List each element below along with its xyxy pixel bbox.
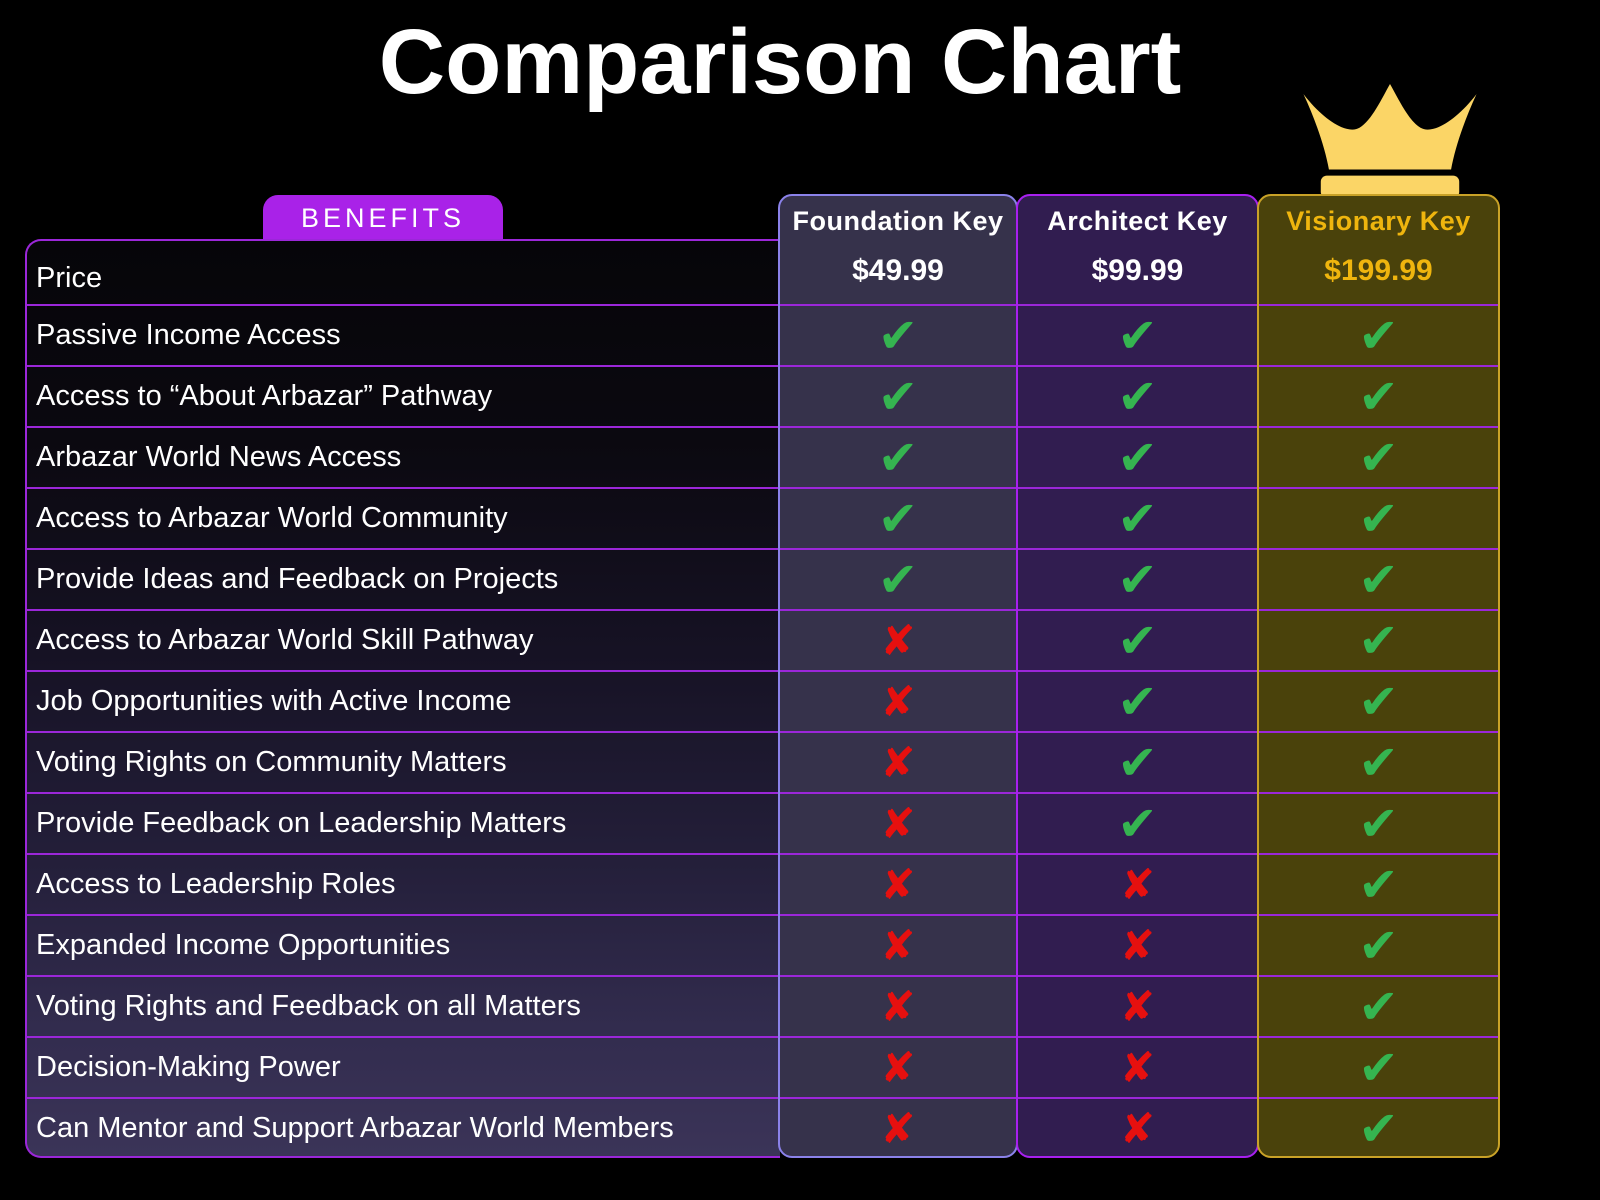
visionary-key-name: Visionary Key bbox=[1286, 206, 1471, 236]
visionary-mark-row13 bbox=[1259, 1036, 1498, 1097]
visionary-key-column: Visionary Key $199.99 bbox=[1257, 194, 1500, 1158]
benefit-label-leadership-roles: Access to Leadership Roles bbox=[27, 853, 780, 914]
foundation-mark-row1 bbox=[780, 304, 1016, 365]
architect-key-name: Architect Key bbox=[1047, 206, 1228, 236]
visionary-mark-row11 bbox=[1259, 914, 1498, 975]
visionary-mark-row4 bbox=[1259, 487, 1498, 548]
architect-mark-row9 bbox=[1018, 792, 1257, 853]
foundation-mark-row14 bbox=[780, 1097, 1016, 1156]
architect-key-column: Architect Key $99.99 bbox=[1016, 194, 1259, 1158]
benefit-label-voting-all-matters: Voting Rights and Feedback on all Matter… bbox=[27, 975, 780, 1036]
visionary-mark-row1 bbox=[1259, 304, 1498, 365]
architect-mark-row11 bbox=[1018, 914, 1257, 975]
architect-mark-row3 bbox=[1018, 426, 1257, 487]
visionary-mark-row5 bbox=[1259, 548, 1498, 609]
visionary-mark-row7 bbox=[1259, 670, 1498, 731]
benefit-label-passive-income: Passive Income Access bbox=[27, 304, 780, 365]
visionary-mark-row8 bbox=[1259, 731, 1498, 792]
architect-mark-row12 bbox=[1018, 975, 1257, 1036]
foundation-mark-row8 bbox=[780, 731, 1016, 792]
page-title: Comparison Chart bbox=[378, 11, 1182, 113]
benefits-column: Price Passive Income Access Access to “A… bbox=[25, 239, 780, 1158]
visionary-mark-row2 bbox=[1259, 365, 1498, 426]
foundation-mark-row5 bbox=[780, 548, 1016, 609]
benefits-tab: BENEFITS bbox=[263, 195, 503, 241]
benefit-label-feedback-leadership-matters: Provide Feedback on Leadership Matters bbox=[27, 792, 780, 853]
benefit-label-skill-pathway: Access to Arbazar World Skill Pathway bbox=[27, 609, 780, 670]
foundation-mark-row11 bbox=[780, 914, 1016, 975]
foundation-mark-row9 bbox=[780, 792, 1016, 853]
foundation-key-header: Foundation Key $49.99 bbox=[780, 196, 1016, 304]
foundation-mark-row12 bbox=[780, 975, 1016, 1036]
visionary-mark-row6 bbox=[1259, 609, 1498, 670]
architect-mark-row14 bbox=[1018, 1097, 1257, 1156]
benefit-label-world-news-access: Arbazar World News Access bbox=[27, 426, 780, 487]
visionary-mark-row9 bbox=[1259, 792, 1498, 853]
benefit-label-mentor-support-members: Can Mentor and Support Arbazar World Mem… bbox=[27, 1097, 780, 1156]
foundation-mark-row13 bbox=[780, 1036, 1016, 1097]
benefit-label-voting-community-matters: Voting Rights on Community Matters bbox=[27, 731, 780, 792]
visionary-key-header: Visionary Key $199.99 bbox=[1259, 196, 1498, 304]
foundation-key-name: Foundation Key bbox=[792, 206, 1004, 236]
foundation-mark-row4 bbox=[780, 487, 1016, 548]
architect-mark-row6 bbox=[1018, 609, 1257, 670]
architect-mark-row2 bbox=[1018, 365, 1257, 426]
visionary-mark-row3 bbox=[1259, 426, 1498, 487]
benefits-tab-label: BENEFITS bbox=[300, 202, 466, 233]
architect-mark-row7 bbox=[1018, 670, 1257, 731]
benefit-label-about-arbazar-pathway: Access to “About Arbazar” Pathway bbox=[27, 365, 780, 426]
price-row-label: Price bbox=[36, 262, 103, 294]
foundation-mark-row6 bbox=[780, 609, 1016, 670]
benefit-label-decision-making-power: Decision-Making Power bbox=[27, 1036, 780, 1097]
architect-mark-row1 bbox=[1018, 304, 1257, 365]
architect-mark-row10 bbox=[1018, 853, 1257, 914]
foundation-mark-row2 bbox=[780, 365, 1016, 426]
visionary-mark-row12 bbox=[1259, 975, 1498, 1036]
benefit-label-world-community: Access to Arbazar World Community bbox=[27, 487, 780, 548]
crown-icon bbox=[1303, 84, 1477, 198]
foundation-mark-row10 bbox=[780, 853, 1016, 914]
architect-key-price: $99.99 bbox=[1091, 254, 1184, 287]
foundation-mark-row7 bbox=[780, 670, 1016, 731]
architect-mark-row4 bbox=[1018, 487, 1257, 548]
visionary-mark-row14 bbox=[1259, 1097, 1498, 1156]
visionary-key-price: $199.99 bbox=[1324, 254, 1433, 287]
visionary-mark-row10 bbox=[1259, 853, 1498, 914]
architect-mark-row8 bbox=[1018, 731, 1257, 792]
benefit-label-ideas-feedback-projects: Provide Ideas and Feedback on Projects bbox=[27, 548, 780, 609]
benefit-label-expanded-income: Expanded Income Opportunities bbox=[27, 914, 780, 975]
foundation-key-column: Foundation Key $49.99 bbox=[778, 194, 1018, 1158]
benefit-label-job-opportunities: Job Opportunities with Active Income bbox=[27, 670, 780, 731]
architect-mark-row5 bbox=[1018, 548, 1257, 609]
foundation-key-price: $49.99 bbox=[852, 254, 944, 287]
architect-key-header: Architect Key $99.99 bbox=[1018, 196, 1257, 304]
foundation-mark-row3 bbox=[780, 426, 1016, 487]
architect-mark-row13 bbox=[1018, 1036, 1257, 1097]
